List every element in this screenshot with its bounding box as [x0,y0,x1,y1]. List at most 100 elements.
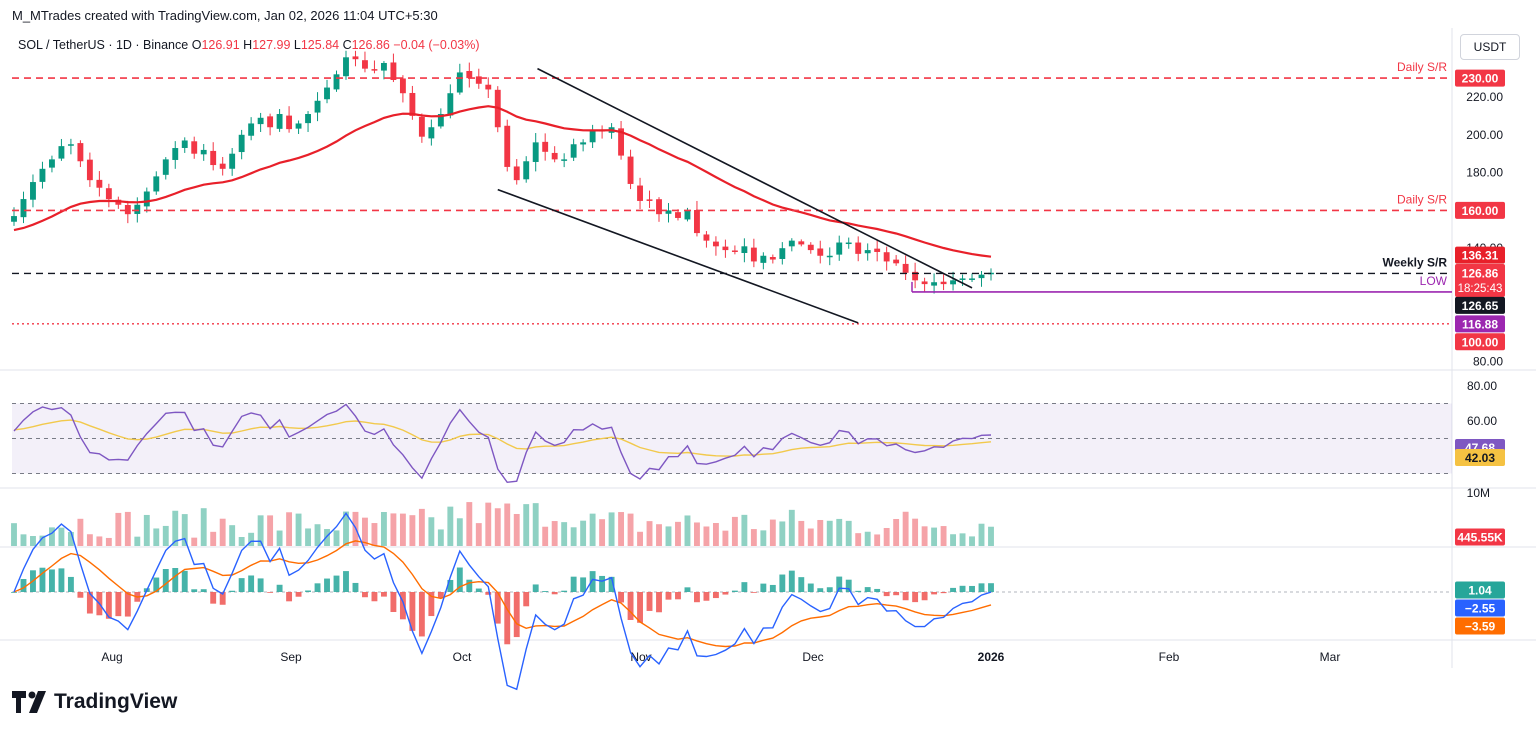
candle-body [371,69,378,71]
volume-bar [741,514,748,546]
candle-body [39,168,46,182]
candle-body [741,246,748,254]
low-label: L [293,38,301,52]
macd-histogram-bar [883,592,890,597]
candle-body [248,123,255,136]
volume-bar [750,529,757,546]
rsi-line [13,403,992,484]
badge-low-bg [1455,315,1505,333]
macd-histogram-bar [219,592,226,605]
volume-bar [769,519,776,546]
candle-body [162,159,169,175]
rsi-tick-label: 80.00 [1467,379,1497,393]
candle-body [324,87,330,100]
volume-bar [466,502,473,546]
volume-bar [551,521,558,546]
macd-histogram-bar [380,592,387,597]
candle-body [694,210,700,234]
macd-histogram-bar [741,582,748,592]
candle-body [30,182,36,200]
candle-body [352,56,359,60]
currency-button[interactable]: USDT [1460,34,1520,60]
macd-histogram-bar [504,592,511,645]
volume-bar [248,532,255,546]
candle-body [855,242,862,254]
volume-bar [456,518,463,546]
candle-body [11,216,17,222]
candle-body [788,240,795,247]
badge-last-bg [1455,264,1505,298]
volume-bar [238,537,245,546]
symbol-title: SOL / TetherUS · 1D · Binance [18,38,189,52]
price-tick-label: 220.00 [1466,90,1503,104]
macd-histogram-bar [475,588,482,592]
volume-bar [390,513,397,546]
candle-body [769,257,776,260]
open-value: 126.91 [201,38,240,52]
badge-macd: −2.55 [1465,602,1496,616]
candle-body [561,159,568,161]
volume-bar [542,526,549,546]
macd-histogram-bar [769,584,776,592]
macd-histogram-bar [305,590,311,592]
macd-histogram-bar [485,592,492,595]
macd-histogram-bar [191,589,198,592]
macd-histogram-bar [561,590,568,592]
volume-bar [845,520,852,546]
badge-100-bg [1455,333,1505,351]
volume-bar [153,528,160,546]
volume-bar [523,504,530,546]
volume-bar [181,514,188,546]
symbol-legend[interactable]: SOL / TetherUS · 1D · Binance O126.91 H1… [18,38,480,52]
tradingview-logo-icon [12,691,46,713]
candle-body [618,128,625,156]
low-value: 125.84 [300,38,340,52]
candle-body [589,131,596,143]
candle-body [656,199,662,215]
tradingview-logo[interactable]: TradingView [12,690,177,714]
macd-histogram-bar [855,590,862,592]
macd-histogram-bar [551,592,558,595]
badge-weekly: 126.65 [1462,299,1499,313]
candle-body [200,149,207,155]
volume-bar [115,512,122,546]
volume-bar [656,524,662,546]
macd-histogram-bar [58,568,65,592]
macd-histogram-bar [11,592,17,593]
candle-body [722,246,729,251]
badge-rsi-ma-bg [1455,448,1505,466]
volume-bar [779,521,786,546]
price-tick-label: 200.00 [1466,128,1503,142]
candle-body [627,156,634,184]
macd-histogram-bar [153,577,160,592]
volume-bar [30,536,36,546]
candle-body [447,93,454,116]
candle-body [542,141,549,152]
candle-body [96,179,103,188]
daily-sr-label: Daily S/R [1397,60,1447,74]
macd-histogram-bar [675,592,681,600]
volume-bar [305,528,311,546]
macd-histogram-bar [570,576,577,592]
volume-bar [703,526,710,546]
macd-histogram-bar [665,592,672,600]
candle-body [779,248,786,259]
candle-body [191,141,198,154]
badge-macd-signal: −3.59 [1465,620,1496,634]
tradingview-logo-text: TradingView [54,690,178,713]
candle-body [485,84,492,90]
macd-histogram-bar [703,592,710,601]
macd-histogram-bar [437,592,444,599]
macd-histogram-bar [105,592,112,619]
candle-body [703,234,710,241]
time-tick-label: 2026 [978,650,1005,664]
candle-body [637,185,643,201]
macd-histogram-bar [86,592,93,614]
badge-100: 100.00 [1462,335,1499,349]
volume-bar [485,502,492,546]
macd-histogram-bar [333,575,340,592]
volume-bar [267,515,274,546]
close-label: C [342,38,352,52]
macd-line [13,512,992,691]
